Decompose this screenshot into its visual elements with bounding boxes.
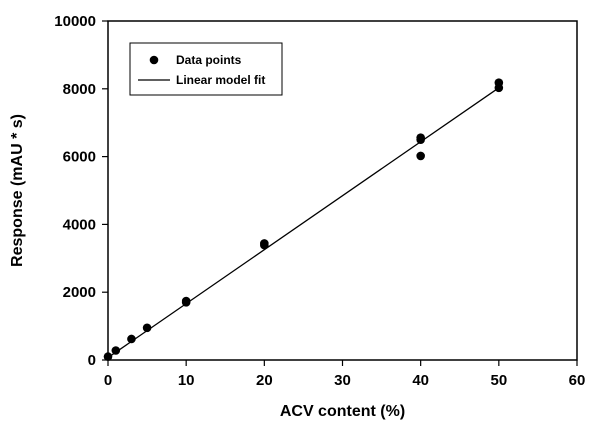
y-axis: 0 2000 4000 6000 8000 10000 (54, 13, 108, 369)
data-point (127, 334, 136, 344)
y-tick-label: 10000 (54, 13, 96, 30)
data-point (103, 352, 113, 361)
data-point (142, 323, 152, 333)
data-point (416, 151, 425, 161)
x-tick-label: 0 (104, 372, 112, 389)
x-tick-label: 40 (412, 372, 429, 389)
y-tick-label: 0 (88, 352, 96, 369)
y-tick-label: 2000 (63, 284, 96, 301)
data-point (416, 133, 425, 142)
data-points-layer (103, 78, 504, 361)
data-point (181, 296, 191, 306)
legend-label-data-points: Data points (176, 53, 242, 67)
x-tick-label: 50 (490, 372, 507, 389)
y-axis-title: Response (mAU * s) (9, 114, 26, 267)
legend-marker-data-points (149, 55, 159, 65)
x-tick-label: 10 (178, 372, 195, 389)
x-axis-title: ACV content (%) (280, 403, 405, 420)
x-tick-label: 30 (334, 372, 351, 389)
linear-fit-line (107, 87, 500, 359)
legend-box (129, 42, 283, 96)
y-tick-label: 6000 (63, 149, 96, 166)
legend-label-linear-fit: Linear model fit (176, 73, 265, 87)
data-point (260, 239, 269, 248)
y-tick-label: 4000 (63, 216, 96, 233)
y-tick-label: 8000 (63, 81, 96, 98)
x-axis: 0 10 20 30 40 50 60 (104, 360, 586, 389)
data-point (111, 346, 121, 355)
legend: Data points Linear model fit (129, 42, 283, 96)
x-tick-label: 20 (256, 372, 273, 389)
data-point (494, 78, 504, 87)
x-tick-label: 60 (569, 372, 586, 389)
fit-line-layer (107, 87, 500, 359)
